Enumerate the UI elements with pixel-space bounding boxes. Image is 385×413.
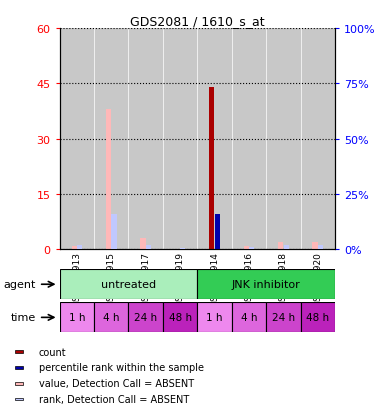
- Bar: [209, 88, 214, 250]
- Text: agent: agent: [3, 280, 36, 290]
- Bar: [163, 303, 197, 332]
- Bar: [180, 249, 186, 250]
- Title: GDS2081 / 1610_s_at: GDS2081 / 1610_s_at: [130, 15, 264, 28]
- Bar: [112, 214, 117, 250]
- Bar: [301, 303, 335, 332]
- Text: 24 h: 24 h: [272, 313, 295, 323]
- Bar: [106, 110, 111, 250]
- Text: 4 h: 4 h: [103, 313, 119, 323]
- Bar: [232, 303, 266, 332]
- Bar: [129, 29, 163, 250]
- Text: value, Detection Call = ABSENT: value, Detection Call = ABSENT: [39, 378, 194, 389]
- Bar: [15, 398, 23, 401]
- Text: percentile rank within the sample: percentile rank within the sample: [39, 363, 204, 373]
- Text: JNK inhibitor: JNK inhibitor: [232, 280, 301, 290]
- Bar: [94, 29, 129, 250]
- Text: count: count: [39, 347, 67, 357]
- Bar: [15, 382, 23, 385]
- Bar: [60, 29, 94, 250]
- Bar: [60, 270, 197, 299]
- Bar: [312, 242, 318, 250]
- Text: 24 h: 24 h: [134, 313, 157, 323]
- Bar: [72, 246, 77, 250]
- Bar: [215, 214, 220, 250]
- Text: 1 h: 1 h: [69, 313, 85, 323]
- Text: time: time: [10, 313, 36, 323]
- Bar: [232, 29, 266, 250]
- Bar: [244, 246, 249, 250]
- Bar: [94, 303, 129, 332]
- Bar: [249, 248, 254, 250]
- Bar: [163, 29, 197, 250]
- Text: untreated: untreated: [101, 280, 156, 290]
- Bar: [278, 242, 283, 250]
- Bar: [318, 245, 323, 250]
- Bar: [301, 29, 335, 250]
- Bar: [197, 303, 232, 332]
- Bar: [141, 239, 146, 250]
- Bar: [77, 245, 82, 250]
- Bar: [129, 303, 163, 332]
- Bar: [266, 29, 301, 250]
- Bar: [197, 29, 232, 250]
- Text: rank, Detection Call = ABSENT: rank, Detection Call = ABSENT: [39, 394, 189, 404]
- Bar: [197, 270, 335, 299]
- Text: 1 h: 1 h: [206, 313, 223, 323]
- Bar: [146, 245, 151, 250]
- Text: 48 h: 48 h: [306, 313, 329, 323]
- Text: 4 h: 4 h: [241, 313, 257, 323]
- Bar: [60, 303, 94, 332]
- Text: 48 h: 48 h: [169, 313, 192, 323]
- Bar: [266, 303, 301, 332]
- Bar: [283, 245, 289, 250]
- Bar: [15, 351, 23, 353]
- Bar: [15, 366, 23, 369]
